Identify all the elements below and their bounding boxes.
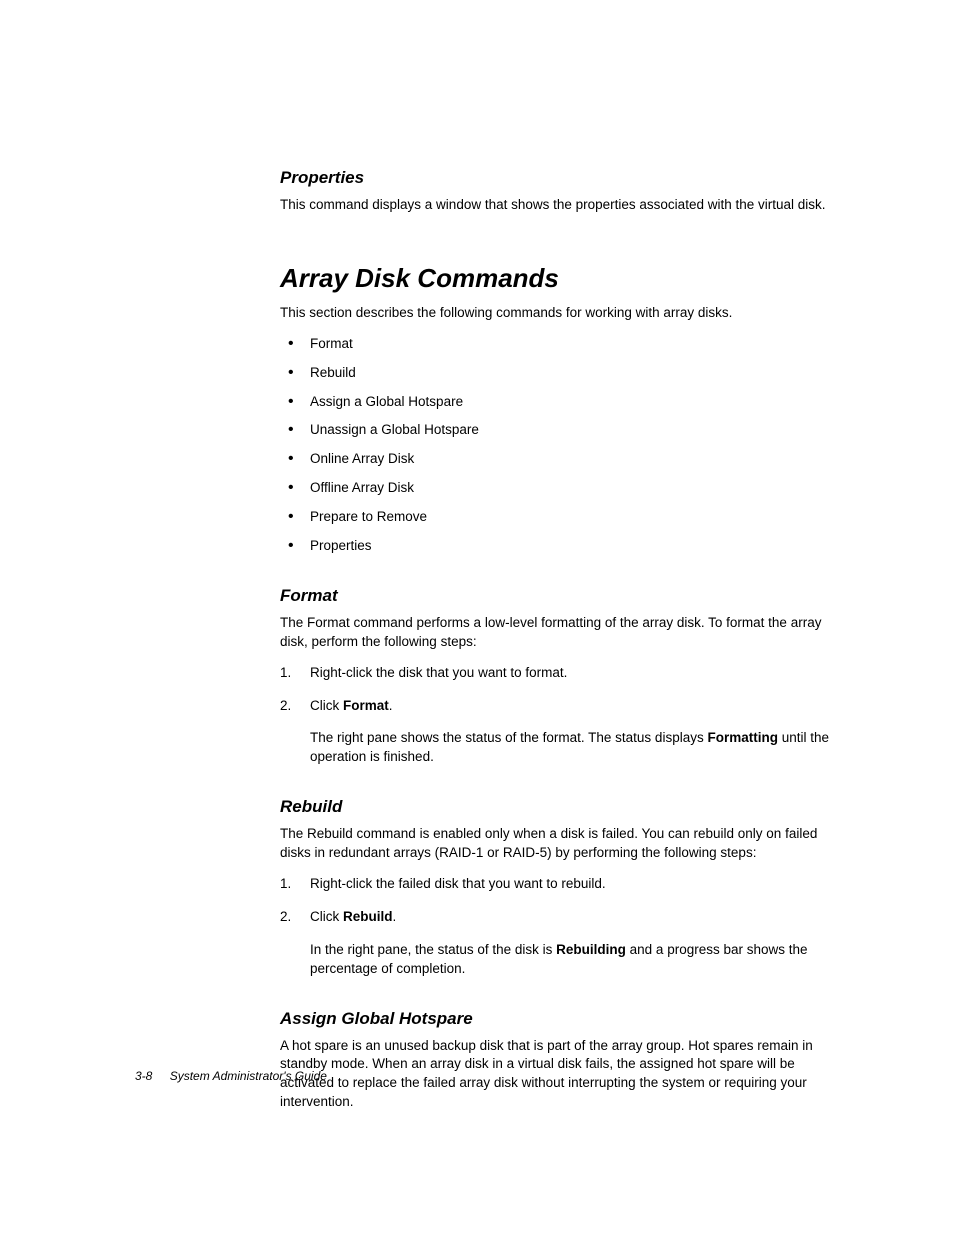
hotspare-subsection: Assign Global Hotspare A hot spare is an… <box>280 1009 839 1113</box>
step-number: 1. <box>280 875 291 894</box>
rebuild-steps: 1. Right-click the failed disk that you … <box>280 875 839 979</box>
list-item: Prepare to Remove <box>280 508 839 527</box>
rebuild-result: In the right pane, the status of the dis… <box>310 941 839 979</box>
footer-page-number: 3-8 <box>135 1069 152 1083</box>
list-item: Offline Array Disk <box>280 479 839 498</box>
step-text: Right-click the failed disk that you wan… <box>310 876 606 891</box>
rebuild-intro: The Rebuild command is enabled only when… <box>280 825 839 863</box>
array-disk-commands-intro: This section describes the following com… <box>280 304 839 323</box>
properties-subsection: Properties This command displays a windo… <box>280 168 839 215</box>
step-number: 1. <box>280 664 291 683</box>
list-item: Unassign a Global Hotspare <box>280 421 839 440</box>
hotspare-heading: Assign Global Hotspare <box>280 1009 839 1029</box>
list-item: Rebuild <box>280 364 839 383</box>
step-text-bold: Format <box>343 698 389 713</box>
list-item: 1. Right-click the disk that you want to… <box>280 664 839 683</box>
format-result: The right pane shows the status of the f… <box>310 729 839 767</box>
hotspare-body: A hot spare is an unused backup disk tha… <box>280 1037 839 1113</box>
properties-heading: Properties <box>280 168 839 188</box>
array-disk-commands-heading: Array Disk Commands <box>280 263 839 294</box>
commands-bullet-list: Format Rebuild Assign a Global Hotspare … <box>280 335 839 556</box>
list-item: 1. Right-click the failed disk that you … <box>280 875 839 894</box>
rebuild-heading: Rebuild <box>280 797 839 817</box>
step-text-prefix: Click <box>310 698 343 713</box>
step-text-suffix: . <box>389 698 393 713</box>
step-number: 2. <box>280 908 291 927</box>
properties-body: This command displays a window that show… <box>280 196 839 215</box>
format-intro: The Format command performs a low-level … <box>280 614 839 652</box>
list-item: 2. Click Format. The right pane shows th… <box>280 697 839 768</box>
result-bold: Formatting <box>707 730 778 745</box>
page-content: Properties This command displays a windo… <box>0 0 954 1112</box>
result-bold: Rebuilding <box>556 942 626 957</box>
step-text-bold: Rebuild <box>343 909 393 924</box>
step-text-prefix: Click <box>310 909 343 924</box>
page-footer: 3-8 System Administrator's Guide <box>135 1069 327 1083</box>
format-subsection: Format The Format command performs a low… <box>280 586 839 767</box>
step-text-suffix: . <box>393 909 397 924</box>
list-item: Assign a Global Hotspare <box>280 393 839 412</box>
list-item: Format <box>280 335 839 354</box>
format-steps: 1. Right-click the disk that you want to… <box>280 664 839 768</box>
step-text: Right-click the disk that you want to fo… <box>310 665 567 680</box>
step-number: 2. <box>280 697 291 716</box>
list-item: 2. Click Rebuild. In the right pane, the… <box>280 908 839 979</box>
list-item: Online Array Disk <box>280 450 839 469</box>
result-prefix: In the right pane, the status of the dis… <box>310 942 556 957</box>
footer-title: System Administrator's Guide <box>170 1069 327 1083</box>
result-prefix: The right pane shows the status of the f… <box>310 730 707 745</box>
rebuild-subsection: Rebuild The Rebuild command is enabled o… <box>280 797 839 978</box>
format-heading: Format <box>280 586 839 606</box>
list-item: Properties <box>280 537 839 556</box>
